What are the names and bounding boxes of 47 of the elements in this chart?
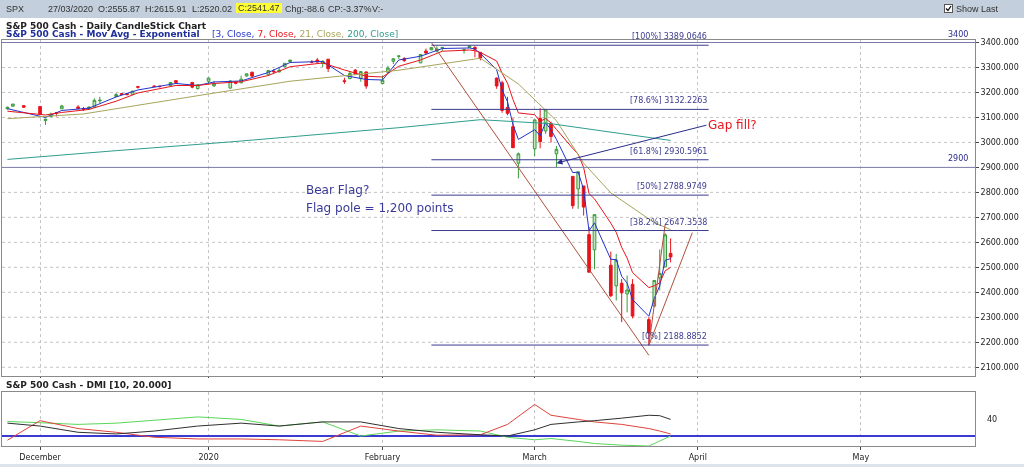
series-label: [78.6%] 3132.2263: [630, 96, 708, 105]
y-tick-label: 3000.000: [980, 138, 1019, 148]
y-tick-label: 2300.000: [980, 313, 1019, 323]
x-tick-label: March: [522, 452, 547, 462]
text: [3, Close,: [212, 29, 255, 39]
y-tick-label: 2100.000: [980, 363, 1019, 373]
text: L:2520.02: [192, 4, 233, 14]
text: 27/03/2020: [48, 4, 94, 14]
y-tick-label: 2500.000: [980, 263, 1019, 273]
y-tick-label: 2800.000: [980, 188, 1019, 198]
text: 7, Close,: [257, 29, 297, 39]
series-label: [38.2%] 2647.3538: [630, 218, 708, 227]
annotation: Gap fill?: [708, 118, 757, 132]
y-tick-label: 2900.000: [980, 163, 1019, 173]
y-tick-label: 2600.000: [980, 238, 1019, 248]
text: H:2615.91: [145, 4, 187, 14]
y-tick-label: 2400.000: [980, 288, 1019, 298]
chart-title: S&P 500 Cash - Daily CandleStick Chart: [6, 21, 207, 31]
y-tick-label: 3100.000: [980, 113, 1019, 123]
annotation: Bear Flag?: [306, 183, 370, 197]
y-tick-label: 3400.000: [980, 38, 1019, 48]
text: C:2541.47: [236, 3, 282, 13]
annotation: 3400: [948, 30, 969, 39]
y-tick-label: 2200.000: [980, 338, 1019, 348]
chart-title: S&P 500 Cash - DMI [10, 20.000]: [6, 380, 172, 390]
text: 40: [987, 415, 998, 424]
x-tick-label: April: [688, 452, 707, 462]
y-tick-label: 3300.000: [980, 63, 1019, 73]
text: 21, Close,: [299, 29, 345, 39]
annotation: Flag pole = 1,200 points: [306, 201, 454, 215]
series-label: [61.8%] 2930.5961: [630, 147, 708, 156]
text: Chg:-88.6: [285, 4, 325, 14]
x-tick-label: 2020: [198, 452, 219, 462]
y-tick-label: 2700.000: [980, 213, 1019, 223]
x-tick-label: February: [364, 452, 401, 462]
text: 200, Close]: [347, 29, 399, 39]
text: SPX: [6, 4, 25, 14]
y-tick-label: 3200.000: [980, 88, 1019, 98]
text: CP:-3.37%: [328, 4, 372, 14]
series-label: [100%] 3389.0646: [632, 32, 707, 41]
text: V:-: [372, 4, 384, 14]
series-label: [50%] 2788.9749: [637, 182, 707, 191]
x-tick-label: December: [19, 452, 62, 462]
x-tick-label: May: [852, 452, 870, 462]
text: Show Last: [956, 4, 999, 14]
annotation: 2900: [948, 154, 969, 163]
text: O:2555.87: [98, 4, 141, 14]
